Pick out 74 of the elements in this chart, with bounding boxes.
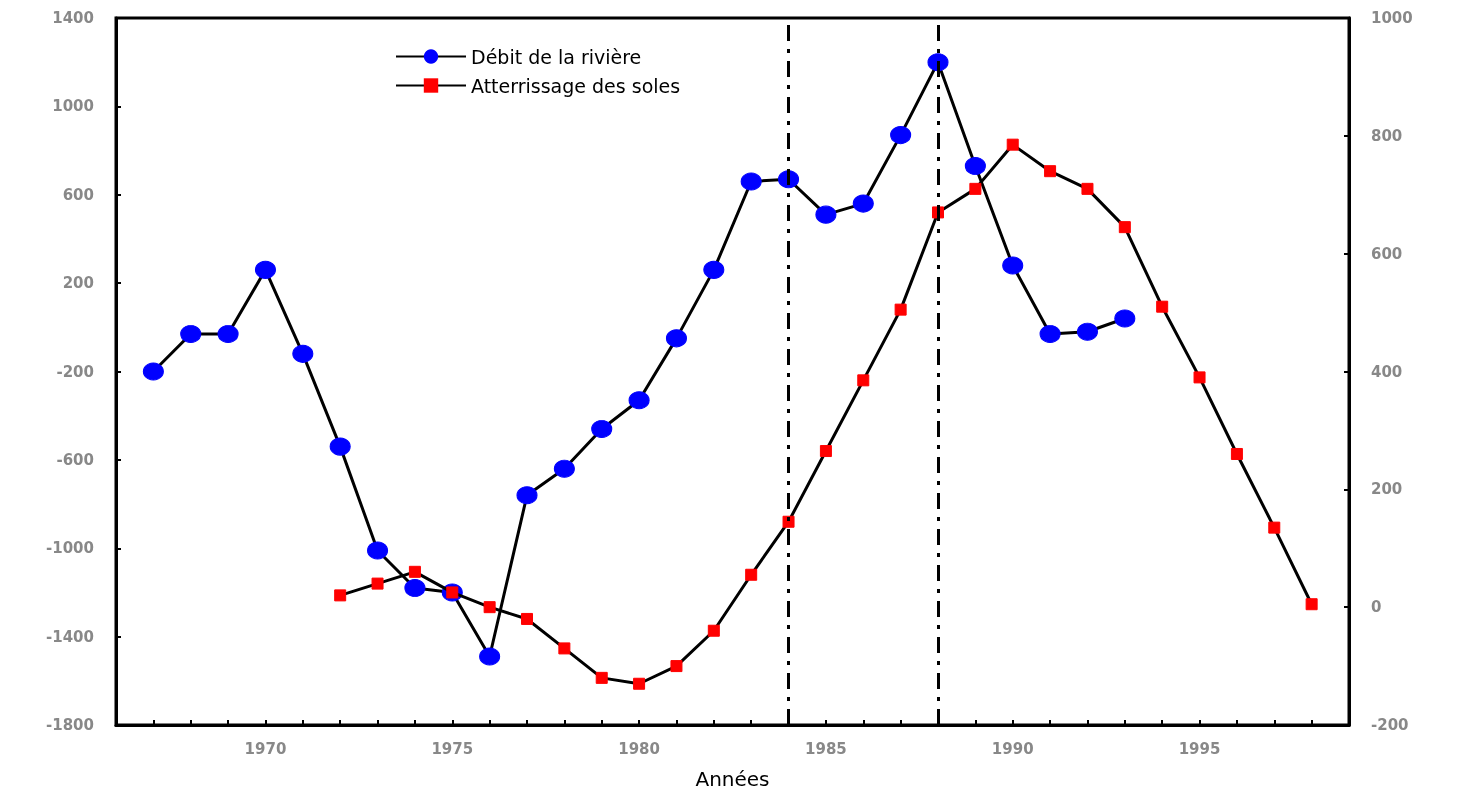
point — [852, 194, 874, 213]
y2-tick-label: 1000 — [1371, 9, 1413, 27]
point — [1006, 138, 1019, 151]
point — [367, 541, 389, 560]
point — [595, 671, 608, 684]
point — [371, 577, 384, 590]
point — [1076, 322, 1098, 341]
point — [334, 589, 347, 602]
point — [894, 303, 907, 316]
x-tick-label: 1970 — [244, 739, 287, 758]
point — [329, 437, 351, 456]
y2-tick-label: 800 — [1371, 126, 1403, 145]
x-tick-label: 1980 — [618, 739, 660, 758]
point — [1081, 182, 1094, 195]
point — [142, 362, 164, 381]
point — [1305, 598, 1318, 611]
y-tick-label: -1000 — [46, 539, 94, 558]
point — [408, 565, 421, 578]
point — [1268, 521, 1281, 534]
point — [404, 579, 426, 598]
point — [217, 324, 239, 343]
legend-label: Atterrissage des soles — [471, 74, 681, 97]
y-tick-label: 1000 — [52, 97, 94, 116]
point — [964, 157, 986, 176]
point — [633, 677, 646, 690]
y2-tick-label: -200 — [1371, 716, 1409, 734]
x-tick-label: 1985 — [805, 739, 847, 758]
y2-tick-label: 600 — [1371, 244, 1403, 263]
point — [969, 182, 982, 195]
point — [1114, 309, 1136, 328]
point — [890, 126, 912, 145]
y-tick-label: -200 — [56, 362, 94, 381]
point — [628, 391, 650, 410]
point — [1039, 324, 1061, 343]
point — [516, 486, 538, 505]
x-axis-title: Années — [695, 767, 770, 791]
point — [740, 172, 762, 191]
y-tick-label: -1800 — [46, 716, 94, 734]
point — [553, 459, 575, 478]
point — [703, 260, 725, 279]
point — [857, 374, 870, 387]
y-tick-label: 200 — [62, 274, 94, 293]
x-tick-label: 1990 — [991, 739, 1034, 758]
point — [815, 205, 837, 224]
x-tick-label: 1975 — [431, 739, 474, 758]
point — [707, 624, 720, 637]
point — [670, 660, 683, 673]
point — [521, 612, 533, 625]
point — [1193, 371, 1206, 384]
legend-label: Débit de la rivière — [471, 45, 642, 68]
y2-tick-label: 400 — [1371, 362, 1403, 381]
point — [819, 445, 832, 458]
point — [745, 568, 758, 581]
y2-tick-label: 200 — [1371, 480, 1403, 499]
point — [292, 344, 314, 363]
y-tick-label: -1400 — [46, 627, 94, 646]
y-tick-label: 1400 — [52, 9, 94, 27]
point — [1230, 447, 1243, 460]
point — [254, 260, 276, 279]
x-tick-label: 1995 — [1178, 739, 1221, 758]
point — [180, 324, 202, 343]
point — [558, 642, 571, 655]
point — [483, 601, 496, 614]
y2-tick-label: 0 — [1371, 598, 1382, 617]
y-tick-label: -600 — [56, 450, 94, 469]
point — [1118, 221, 1131, 234]
y-tick-label: 600 — [62, 185, 94, 204]
point — [782, 515, 795, 528]
point — [1156, 300, 1169, 313]
point — [665, 329, 687, 348]
point — [591, 419, 613, 438]
point — [479, 647, 501, 666]
point — [1044, 165, 1057, 178]
point — [1002, 256, 1024, 275]
